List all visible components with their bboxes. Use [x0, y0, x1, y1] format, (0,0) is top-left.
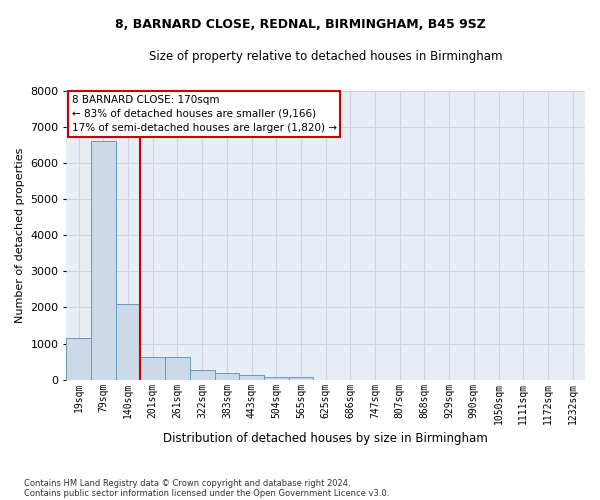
Text: 8, BARNARD CLOSE, REDNAL, BIRMINGHAM, B45 9SZ: 8, BARNARD CLOSE, REDNAL, BIRMINGHAM, B4… — [115, 18, 485, 30]
Bar — [116, 304, 140, 380]
X-axis label: Distribution of detached houses by size in Birmingham: Distribution of detached houses by size … — [163, 432, 488, 445]
Title: Size of property relative to detached houses in Birmingham: Size of property relative to detached ho… — [149, 50, 502, 63]
Bar — [215, 374, 239, 380]
Text: 8 BARNARD CLOSE: 170sqm
← 83% of detached houses are smaller (9,166)
17% of semi: 8 BARNARD CLOSE: 170sqm ← 83% of detache… — [71, 95, 337, 133]
Text: Contains public sector information licensed under the Open Government Licence v3: Contains public sector information licen… — [24, 488, 389, 498]
Bar — [165, 358, 190, 380]
Bar — [190, 370, 215, 380]
Bar — [264, 377, 289, 380]
Text: Contains HM Land Registry data © Crown copyright and database right 2024.: Contains HM Land Registry data © Crown c… — [24, 478, 350, 488]
Bar — [140, 358, 165, 380]
Bar — [67, 338, 91, 380]
Y-axis label: Number of detached properties: Number of detached properties — [15, 148, 25, 323]
Bar — [239, 376, 264, 380]
Bar — [91, 141, 116, 380]
Bar — [289, 377, 313, 380]
